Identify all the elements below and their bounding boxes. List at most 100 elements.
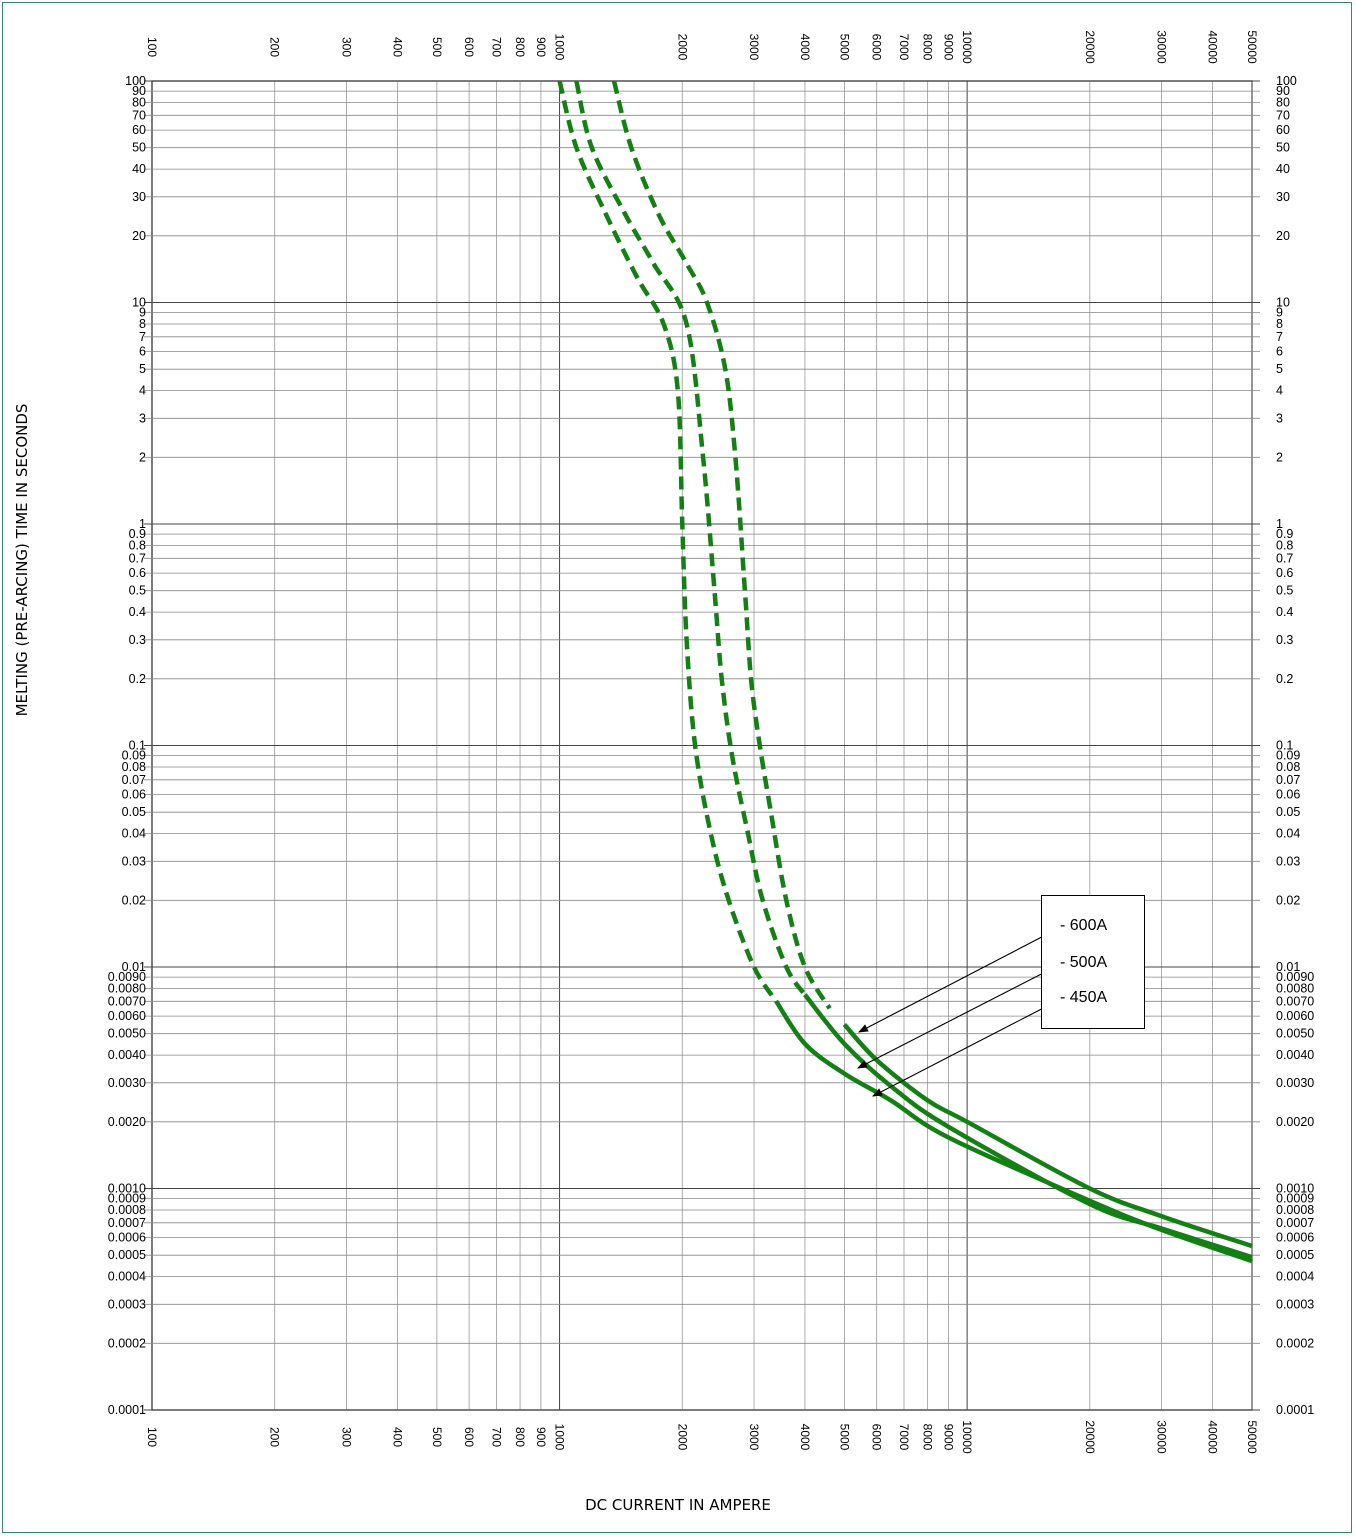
y-tick-label-right: 7 <box>1276 330 1283 344</box>
y-tick-label-right: 0.0050 <box>1276 1027 1314 1041</box>
x-tick-label-top: 9000 <box>941 34 955 61</box>
x-tick-label-top: 100 <box>145 37 159 57</box>
y-tick-label-right: 5 <box>1276 362 1283 376</box>
x-tick-label-top: 600 <box>462 37 476 57</box>
x-tick-label-bottom: 2000 <box>675 1424 689 1451</box>
y-tick-label-left: 0.04 <box>122 827 146 841</box>
y-tick-label-right: 0.8 <box>1276 538 1293 552</box>
y-tick-labels-right: 1009080706050403020109876543210.90.80.70… <box>1276 74 1314 1417</box>
y-tick-label-left: 40 <box>132 162 146 176</box>
y-tick-label-right: 0.0010 <box>1276 1182 1314 1196</box>
x-tick-label-top: 4000 <box>798 34 812 61</box>
x-tick-label-bottom: 400 <box>390 1427 404 1447</box>
y-tick-label-left: 9 <box>139 306 146 320</box>
y-tick-label-right: 0.0005 <box>1276 1248 1314 1262</box>
y-tick-label-right: 0.3 <box>1276 633 1293 647</box>
y-tick-label-right: 0.0070 <box>1276 994 1314 1008</box>
y-tick-label-right: 0.7 <box>1276 551 1293 565</box>
x-tick-label-bottom: 6000 <box>870 1424 884 1451</box>
x-tick-label-bottom: 20000 <box>1083 1420 1097 1454</box>
y-tick-label-right: 0.4 <box>1276 605 1293 619</box>
legend-arrows <box>857 927 1060 1097</box>
y-tick-label-left: 0.9 <box>129 527 146 541</box>
y-tick-label-right: 0.0001 <box>1276 1403 1314 1417</box>
x-tick-label-top: 400 <box>390 37 404 57</box>
y-tick-label-right: 3 <box>1276 411 1283 425</box>
y-tick-label-left: 0.3 <box>129 633 146 647</box>
y-tick-label-left: 8 <box>139 317 146 331</box>
x-tick-label-top: 1000 <box>553 34 567 61</box>
x-tick-label-top: 10000 <box>960 30 974 64</box>
y-tick-label-left: 0.0030 <box>108 1076 146 1090</box>
y-tick-label-left: 30 <box>132 190 146 204</box>
curve-dashed-450a <box>557 80 779 1003</box>
y-tick-label-left: 0.7 <box>129 551 146 565</box>
y-tick-label-right: 0.01 <box>1276 960 1300 974</box>
y-tick-label-left: 0.01 <box>122 960 146 974</box>
y-tick-label-left: 0.0050 <box>108 1027 146 1041</box>
y-tick-label-left: 10 <box>132 296 146 310</box>
x-tick-label-top: 800 <box>513 37 527 57</box>
y-tick-label-right: 90 <box>1276 84 1290 98</box>
x-tick-label-top: 6000 <box>870 34 884 61</box>
y-tick-label-left: 0.0008 <box>108 1203 146 1217</box>
y-tick-label-left: 2 <box>139 450 146 464</box>
y-tick-label-left: 0.0070 <box>108 994 146 1008</box>
y-tick-labels-left: 1009080706050403020109876543210.90.80.70… <box>108 74 146 1417</box>
y-tick-label-left: 0.0020 <box>108 1115 146 1129</box>
y-tick-label-right: 50 <box>1276 141 1290 155</box>
y-tick-label-left: 90 <box>132 84 146 98</box>
y-tick-label-right: 0.0020 <box>1276 1115 1314 1129</box>
y-tick-label-left: 3 <box>139 411 146 425</box>
y-tick-label-left: 0.0001 <box>108 1403 146 1417</box>
y-tick-label-right: 0.0030 <box>1276 1076 1314 1090</box>
y-tick-label-left: 0.2 <box>129 672 146 686</box>
y-tick-label-left: 0.6 <box>129 566 146 580</box>
arrow-600a <box>858 927 1060 1033</box>
y-tick-label-left: 0.0004 <box>108 1270 146 1284</box>
fuse-curves <box>557 80 1253 1264</box>
legend-item-450a: - 450A <box>1060 989 1108 1006</box>
y-tick-label-left: 0.0009 <box>108 1192 146 1206</box>
x-tick-label-top: 2000 <box>675 34 689 61</box>
y-tick-label-right: 0.0003 <box>1276 1297 1314 1311</box>
arrow-500a <box>857 964 1060 1069</box>
legend: - 600A - 500A - 450A <box>1041 895 1145 1029</box>
y-tick-label-right: 0.0002 <box>1276 1336 1314 1350</box>
y-tick-label-right: 0.1 <box>1276 739 1293 753</box>
y-tick-label-left: 60 <box>132 123 146 137</box>
y-tick-label-right: 0.05 <box>1276 805 1300 819</box>
x-tick-label-top: 5000 <box>837 34 851 61</box>
x-tick-label-top: 900 <box>534 37 548 57</box>
y-tick-label-right: 0.0090 <box>1276 970 1314 984</box>
y-tick-label-right: 0.09 <box>1276 749 1300 763</box>
x-tick-labels-top: 100 200 300 400 500 600 700 800 900 1000 2000 3000 4… <box>145 30 1259 64</box>
x-tick-label-bottom: 600 <box>462 1427 476 1447</box>
curve-solid-450a <box>774 1000 1253 1264</box>
y-tick-label-right: 8 <box>1276 317 1283 331</box>
x-tick-label-top: 700 <box>489 37 503 57</box>
y-tick-label-right: 0.04 <box>1276 827 1300 841</box>
y-tick-label-right: 0.02 <box>1276 893 1300 907</box>
grid-lines <box>144 80 1260 1411</box>
y-tick-label-left: 0.0003 <box>108 1297 146 1311</box>
y-tick-label-left: 0.0080 <box>108 981 146 995</box>
x-tick-label-bottom: 900 <box>534 1427 548 1447</box>
y-tick-label-left: 0.0005 <box>108 1248 146 1262</box>
y-tick-label-right: 0.0009 <box>1276 1192 1314 1206</box>
x-tick-label-bottom: 50000 <box>1245 1420 1259 1454</box>
y-tick-label-right: 0.0008 <box>1276 1203 1314 1217</box>
y-tick-label-right: 0.06 <box>1276 788 1300 802</box>
y-tick-label-right: 9 <box>1276 306 1283 320</box>
x-tick-label-bottom: 8000 <box>921 1424 935 1451</box>
y-tick-label-left: 70 <box>132 108 146 122</box>
y-tick-label-right: 80 <box>1276 95 1290 109</box>
y-tick-label-right: 0.9 <box>1276 527 1293 541</box>
y-tick-label-right: 6 <box>1276 345 1283 359</box>
y-tick-label-left: 0.0010 <box>108 1182 146 1196</box>
x-tick-label-top: 7000 <box>897 34 911 61</box>
y-tick-label-right: 0.6 <box>1276 566 1293 580</box>
x-tick-label-bottom: 200 <box>268 1427 282 1447</box>
y-tick-label-left: 0.07 <box>122 773 146 787</box>
